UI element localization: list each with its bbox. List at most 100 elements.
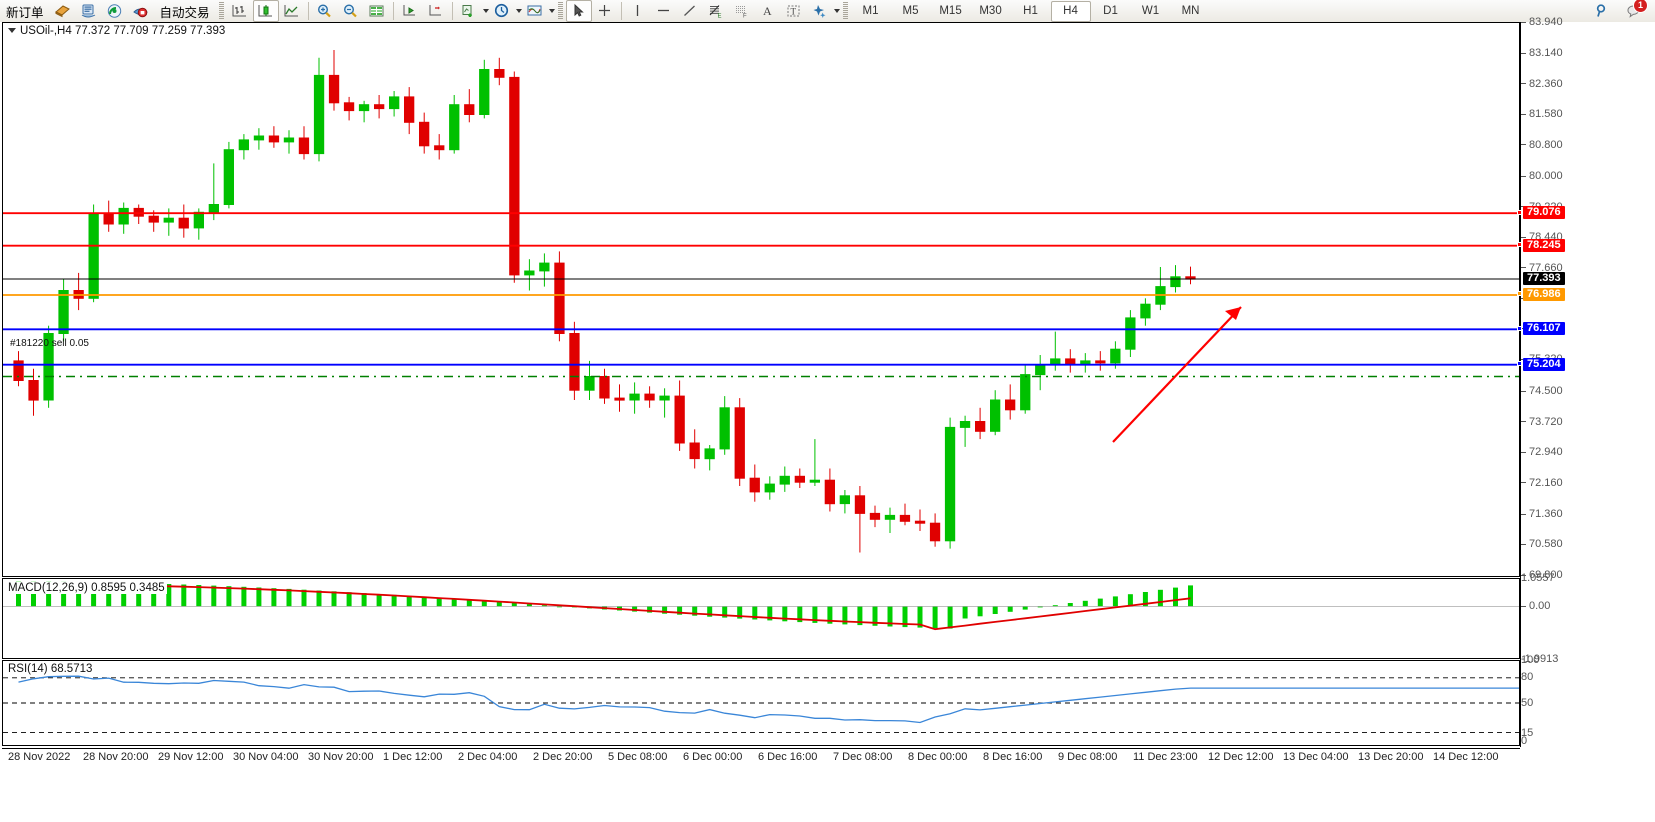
rsi-tick: 15	[1521, 727, 1534, 740]
shapes-icon[interactable]	[807, 0, 833, 22]
price-tick: 70.580	[1521, 538, 1563, 550]
rsi-tick: 100	[1521, 654, 1540, 666]
time-tick: 6 Dec 16:00	[758, 751, 818, 763]
timeframe-h1[interactable]: H1	[1023, 5, 1038, 17]
macd-tick: 1.0557	[1521, 572, 1555, 584]
price-label-resistance[interactable]: 79.076	[1523, 206, 1565, 220]
timeframe-h4[interactable]: H4	[1050, 0, 1091, 22]
terminal-icon[interactable]	[76, 0, 102, 22]
price-tick: 80.800	[1521, 139, 1563, 151]
level-handle[interactable]	[1517, 242, 1522, 248]
price-label-pending[interactable]: 76.986	[1523, 287, 1565, 301]
level-handle[interactable]	[1517, 291, 1522, 297]
chevron-down-icon[interactable]	[548, 9, 555, 13]
new-order-button[interactable]: 新订单	[6, 5, 44, 20]
price-tick: 83.940	[1521, 16, 1563, 28]
price-tick: 82.360	[1521, 78, 1563, 90]
macd-header: MACD(12,26,9) 0.8595 0.3485	[6, 582, 167, 594]
price-label-current[interactable]: 77.393	[1523, 272, 1565, 286]
price-label-resistance[interactable]: 78.245	[1523, 238, 1565, 252]
toolbar-grip[interactable]	[557, 2, 563, 20]
zoom-out-icon[interactable]	[338, 0, 364, 22]
level-handle[interactable]	[1517, 209, 1522, 215]
candlestick-chart-icon[interactable]	[252, 0, 279, 22]
zoom-in-icon[interactable]	[312, 0, 338, 22]
rsi-header: RSI(14) 68.5713	[6, 663, 95, 675]
price-tick: 83.140	[1521, 47, 1563, 59]
time-tick: 13 Dec 04:00	[1283, 751, 1349, 763]
time-tick: 6 Dec 00:00	[683, 751, 743, 763]
price-scale[interactable]: 83.94083.14082.36081.58080.80080.00079.2…	[1517, 16, 1655, 747]
toolbar-right-group: 1	[1589, 0, 1655, 22]
price-tick: 81.580	[1521, 108, 1563, 120]
rsi-tick: 0	[1521, 735, 1528, 747]
timeframe-m5[interactable]: M5	[902, 5, 919, 17]
price-label-support[interactable]: 76.107	[1523, 322, 1565, 336]
time-tick: 11 Dec 23:00	[1133, 751, 1198, 763]
time-tick: 2 Dec 20:00	[533, 751, 593, 763]
horizontal-line-icon[interactable]	[651, 0, 677, 22]
price-tick: 72.160	[1521, 477, 1563, 489]
timeframe-w1[interactable]: W1	[1141, 5, 1160, 17]
macd-panel[interactable]	[2, 578, 1520, 659]
line-chart-icon[interactable]	[279, 0, 305, 22]
time-tick: 30 Nov 20:00	[308, 751, 374, 763]
data-window-icon[interactable]	[364, 0, 390, 22]
timeframe-m30[interactable]: M30	[979, 5, 1002, 17]
search-icon[interactable]	[1589, 0, 1615, 22]
notification-count: 1	[1633, 0, 1648, 13]
timeframe-m15[interactable]: M15	[939, 5, 962, 17]
time-scale[interactable]: 28 Nov 2022 28 Nov 20:00 29 Nov 12:00 30 No…	[2, 748, 1520, 767]
price-label-support[interactable]: 75.204	[1523, 357, 1565, 371]
toolbar-grip[interactable]	[218, 2, 224, 20]
timeframe-d1[interactable]: D1	[1103, 5, 1118, 17]
fibonacci-icon[interactable]: E	[703, 0, 729, 22]
price-tick: 77.660	[1521, 262, 1563, 274]
text-icon[interactable]: A	[755, 0, 781, 22]
chart-collapse-icon[interactable]	[8, 28, 16, 34]
level-handle[interactable]	[1517, 325, 1522, 331]
timeframe-m1[interactable]: M1	[862, 5, 879, 17]
crosshair-icon[interactable]	[592, 0, 618, 22]
expert-advisor-icon[interactable]	[50, 0, 76, 22]
order-label: #181220 sell 0.05	[10, 338, 89, 349]
chevron-down-icon[interactable]	[482, 9, 489, 13]
candlestick-svg	[3, 50, 1519, 553]
trendline-icon[interactable]	[677, 0, 703, 22]
macd-tick: 0.00	[1521, 600, 1550, 612]
time-tick: 7 Dec 08:00	[833, 751, 893, 763]
notification-icon[interactable]: 1	[1621, 0, 1648, 22]
autotrading-label[interactable]: 自动交易	[159, 5, 210, 20]
rsi-panel[interactable]	[2, 660, 1520, 746]
channel-icon[interactable]: F	[729, 0, 755, 22]
chart-header-text: USOil-,H4 77.372 77.709 77.259 77.393	[20, 25, 226, 37]
time-tick: 9 Dec 08:00	[1058, 751, 1118, 763]
time-tick: 30 Nov 04:00	[233, 751, 299, 763]
chart-area[interactable]: USOil-,H4 77.372 77.709 77.259 77.393 MA…	[0, 16, 1655, 822]
text-label-icon[interactable]: T	[781, 0, 807, 22]
macd-svg	[3, 581, 1519, 631]
signals-icon[interactable]	[102, 0, 128, 22]
autotrading-icon[interactable]	[128, 0, 154, 22]
time-tick: 8 Dec 00:00	[908, 751, 968, 763]
timeframe-mn[interactable]: MN	[1181, 5, 1200, 17]
chevron-down-icon[interactable]	[833, 9, 840, 13]
level-handle[interactable]	[1517, 361, 1522, 367]
cursor-icon[interactable]	[565, 0, 592, 22]
vertical-line-icon[interactable]	[625, 0, 651, 22]
rsi-tick: 50	[1521, 697, 1534, 709]
toolbar-grip[interactable]	[842, 2, 848, 20]
chart-shift-icon[interactable]	[423, 0, 449, 22]
templates-icon[interactable]	[522, 0, 548, 22]
price-panel[interactable]	[2, 22, 1520, 577]
time-tick: 14 Dec 12:00	[1433, 751, 1499, 763]
svg-text:E: E	[718, 14, 722, 20]
indicators-icon[interactable]	[456, 0, 482, 22]
auto-scroll-icon[interactable]	[397, 0, 423, 22]
chevron-down-icon[interactable]	[515, 9, 522, 13]
macd-tick: -1.9913	[1521, 653, 1559, 665]
period-icon[interactable]	[489, 0, 515, 22]
bar-chart-icon[interactable]	[227, 0, 253, 22]
price-tick: 69.800	[1521, 569, 1563, 581]
time-tick: 12 Dec 12:00	[1208, 751, 1274, 763]
